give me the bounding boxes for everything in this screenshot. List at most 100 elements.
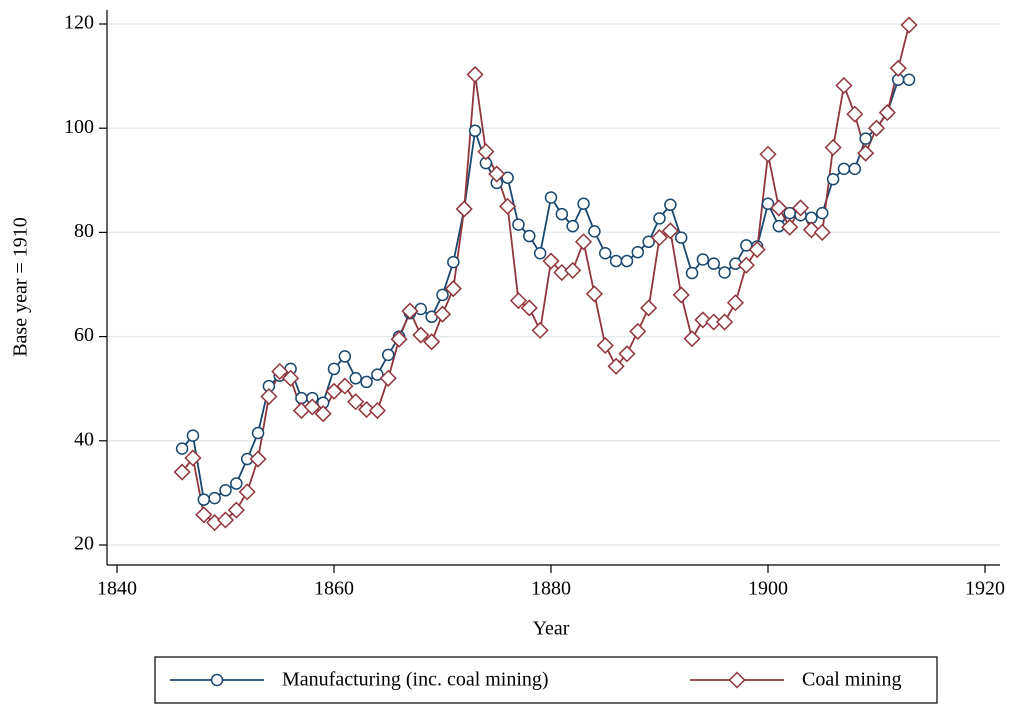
marker [338, 350, 352, 363]
y-axis-title: Base year = 1910 [10, 217, 32, 357]
marker [826, 173, 840, 186]
y-tick-label: 20 [74, 533, 94, 555]
marker [813, 223, 831, 241]
marker [718, 266, 731, 279]
marker [230, 477, 243, 490]
marker [447, 255, 460, 269]
marker [640, 299, 658, 317]
marker [412, 326, 430, 344]
marker [414, 302, 428, 316]
marker [195, 506, 213, 524]
marker [512, 218, 525, 231]
marker [631, 245, 645, 259]
marker [523, 229, 536, 243]
marker [650, 229, 669, 247]
marker [683, 330, 701, 348]
marker [436, 288, 449, 302]
marker [520, 299, 538, 317]
marker [238, 483, 256, 501]
marker [816, 206, 829, 220]
marker [401, 302, 419, 320]
marker [501, 171, 514, 184]
marker [661, 222, 679, 240]
marker [889, 59, 907, 77]
marker [674, 231, 688, 244]
marker [347, 393, 365, 411]
marker [672, 286, 690, 304]
marker [900, 16, 918, 34]
marker [542, 252, 560, 270]
marker [382, 348, 395, 362]
marker [607, 357, 625, 375]
marker [599, 246, 612, 260]
x-tick-label: 1840 [97, 578, 137, 600]
y-tick-label: 120 [64, 12, 94, 34]
marker [499, 197, 517, 215]
marker [368, 402, 386, 420]
marker [360, 375, 373, 389]
x-tick-label: 1900 [748, 578, 788, 600]
marker [379, 369, 397, 387]
marker [564, 261, 582, 279]
marker [761, 197, 775, 210]
marker [726, 294, 745, 312]
x-tick-label: 1860 [314, 578, 354, 600]
marker [295, 391, 308, 405]
marker [846, 105, 864, 123]
marker [770, 199, 788, 217]
marker [837, 162, 851, 176]
marker [357, 400, 376, 419]
y-tick-label: 60 [74, 324, 94, 346]
marker [585, 285, 603, 303]
marker [303, 398, 321, 416]
marker [197, 493, 211, 506]
marker [609, 254, 623, 268]
marker [433, 305, 452, 323]
marker [588, 225, 601, 238]
marker [759, 145, 777, 163]
marker [791, 199, 810, 217]
marker [349, 372, 362, 385]
marker [555, 207, 569, 221]
marker [848, 162, 862, 176]
marker [728, 671, 746, 689]
marker [423, 333, 441, 351]
marker [716, 313, 734, 331]
marker [629, 322, 647, 340]
marker [186, 429, 200, 442]
marker [184, 449, 202, 467]
marker [477, 143, 495, 161]
marker [219, 484, 232, 497]
marker [859, 132, 872, 145]
marker [685, 266, 699, 280]
marker [577, 197, 590, 210]
marker [216, 511, 235, 529]
marker [544, 191, 558, 204]
y-tick-label: 40 [74, 428, 94, 450]
marker [824, 138, 842, 157]
marker [327, 362, 341, 376]
marker [653, 212, 666, 225]
marker [618, 345, 636, 363]
marker [314, 405, 332, 423]
marker [336, 377, 354, 395]
marker [835, 76, 853, 95]
marker [509, 292, 528, 310]
x-axis-title: Year [533, 618, 570, 640]
marker [867, 119, 886, 137]
marker [531, 321, 549, 339]
marker [468, 124, 482, 138]
marker [390, 330, 408, 348]
legend-label: Coal mining [802, 669, 901, 691]
marker [444, 280, 462, 298]
marker [533, 246, 547, 260]
marker [664, 198, 677, 212]
x-tick-label: 1880 [531, 578, 571, 600]
marker [878, 104, 896, 122]
marker [737, 256, 755, 274]
x-tick-label: 1920 [965, 578, 1005, 600]
marker [249, 450, 267, 468]
marker [857, 144, 875, 162]
